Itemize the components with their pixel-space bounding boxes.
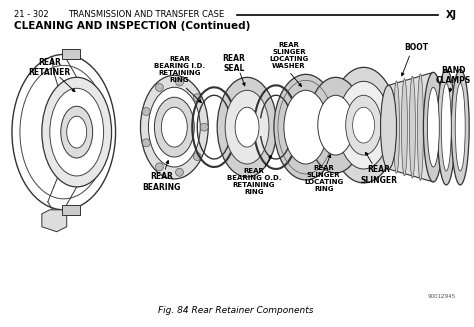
Polygon shape bbox=[42, 210, 67, 232]
Ellipse shape bbox=[67, 116, 87, 148]
Ellipse shape bbox=[175, 78, 183, 86]
Text: TRANSMISSION AND TRANSFER CASE: TRANSMISSION AND TRANSFER CASE bbox=[68, 10, 224, 19]
Ellipse shape bbox=[410, 76, 415, 178]
Ellipse shape bbox=[438, 69, 455, 185]
Ellipse shape bbox=[353, 107, 374, 143]
Ellipse shape bbox=[274, 74, 337, 180]
Ellipse shape bbox=[318, 95, 354, 155]
Ellipse shape bbox=[217, 77, 277, 177]
Text: Fig. 84 Rear Retainer Components: Fig. 84 Rear Retainer Components bbox=[158, 306, 314, 315]
Ellipse shape bbox=[161, 107, 187, 147]
Ellipse shape bbox=[142, 108, 150, 115]
Text: 21 - 302: 21 - 302 bbox=[14, 10, 48, 19]
Ellipse shape bbox=[284, 90, 328, 164]
Ellipse shape bbox=[308, 77, 364, 173]
Ellipse shape bbox=[423, 72, 443, 182]
Ellipse shape bbox=[155, 97, 194, 157]
Ellipse shape bbox=[451, 69, 469, 185]
Ellipse shape bbox=[20, 65, 108, 199]
Text: XJ: XJ bbox=[447, 9, 457, 20]
Text: CLEANING AND INSPECTION (Continued): CLEANING AND INSPECTION (Continued) bbox=[14, 21, 250, 30]
Text: REAR
SLINGER
LOCATING
RING: REAR SLINGER LOCATING RING bbox=[304, 165, 343, 193]
Polygon shape bbox=[62, 49, 80, 60]
Ellipse shape bbox=[42, 77, 111, 187]
Text: REAR
RETAINER: REAR RETAINER bbox=[29, 58, 71, 77]
Ellipse shape bbox=[12, 54, 116, 210]
Ellipse shape bbox=[200, 123, 208, 131]
Ellipse shape bbox=[148, 87, 200, 167]
Ellipse shape bbox=[401, 78, 408, 176]
Text: REAR
BEARING O.D.
RETAINING
RING: REAR BEARING O.D. RETAINING RING bbox=[227, 168, 281, 196]
Polygon shape bbox=[62, 205, 80, 215]
Ellipse shape bbox=[175, 168, 183, 176]
Ellipse shape bbox=[393, 81, 400, 173]
Ellipse shape bbox=[61, 106, 92, 158]
Ellipse shape bbox=[193, 153, 201, 161]
Ellipse shape bbox=[455, 83, 465, 171]
Ellipse shape bbox=[155, 83, 164, 92]
Ellipse shape bbox=[235, 107, 259, 147]
Text: 9001Z945: 9001Z945 bbox=[428, 294, 456, 299]
Ellipse shape bbox=[418, 74, 423, 181]
Text: BOOT: BOOT bbox=[404, 43, 428, 52]
Ellipse shape bbox=[337, 81, 390, 169]
Text: REAR
SEAL: REAR SEAL bbox=[223, 54, 246, 73]
Ellipse shape bbox=[381, 85, 396, 169]
Ellipse shape bbox=[140, 75, 208, 179]
Ellipse shape bbox=[225, 90, 269, 164]
Ellipse shape bbox=[193, 94, 201, 102]
Text: REAR
BEARING I.D.
RETAINING
RING: REAR BEARING I.D. RETAINING RING bbox=[154, 56, 205, 83]
Ellipse shape bbox=[330, 67, 398, 183]
Text: REAR
BEARING: REAR BEARING bbox=[142, 172, 181, 192]
Ellipse shape bbox=[155, 163, 164, 171]
Text: BAND
CLAMPS: BAND CLAMPS bbox=[436, 66, 471, 85]
Ellipse shape bbox=[142, 139, 150, 147]
Ellipse shape bbox=[428, 87, 439, 167]
Ellipse shape bbox=[441, 83, 451, 171]
Ellipse shape bbox=[346, 95, 382, 155]
Text: REAR
SLINGER: REAR SLINGER bbox=[360, 165, 397, 185]
Polygon shape bbox=[389, 72, 433, 182]
Text: REAR
SLINGER
LOCATING
WASHER: REAR SLINGER LOCATING WASHER bbox=[269, 42, 309, 69]
Ellipse shape bbox=[50, 88, 104, 176]
